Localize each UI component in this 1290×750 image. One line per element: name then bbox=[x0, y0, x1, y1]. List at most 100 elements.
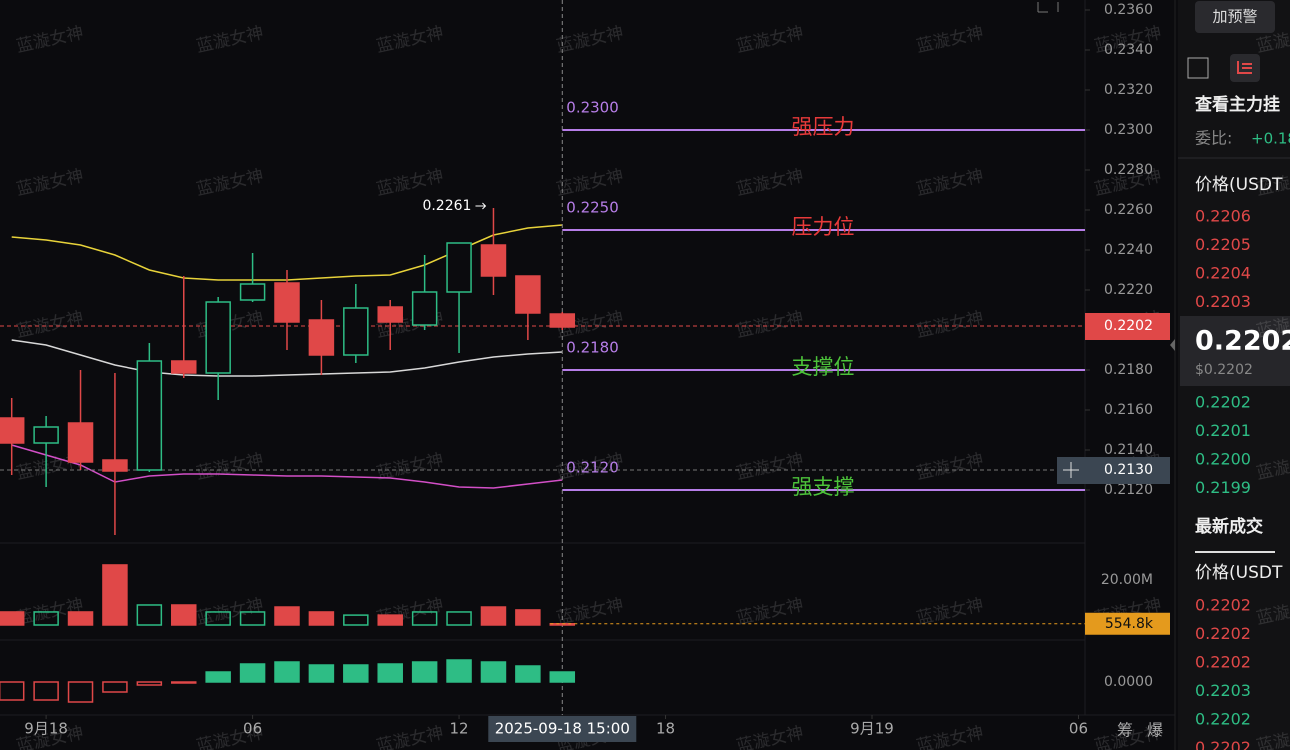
last-box bbox=[1180, 316, 1290, 386]
volume-bar bbox=[0, 611, 25, 626]
level-text: 强压力 bbox=[792, 115, 855, 139]
y-tick-label: 0.2280 bbox=[1104, 162, 1153, 178]
bid-price: 0.2201 bbox=[1195, 421, 1251, 440]
volume-bar bbox=[239, 611, 266, 626]
volume-bar bbox=[67, 611, 94, 626]
bid-price: 0.2200 bbox=[1195, 450, 1251, 469]
bottom-tab[interactable]: 筹 bbox=[1117, 721, 1133, 740]
macd-bar bbox=[377, 663, 403, 683]
macd-bar bbox=[239, 663, 266, 683]
watermark: 蓝漩女神 bbox=[195, 450, 266, 484]
candle-body bbox=[67, 422, 94, 463]
plus-icon bbox=[1063, 462, 1079, 478]
watermark: 蓝漩女神 bbox=[555, 23, 626, 57]
level-text: 支撑位 bbox=[792, 355, 855, 379]
crosshair-x-box bbox=[488, 716, 637, 742]
macd-tick-label: 0.0000 bbox=[1104, 674, 1153, 690]
y-tick-label: 0.2160 bbox=[1104, 402, 1153, 418]
macd-bar bbox=[33, 681, 59, 701]
watermark: 蓝漩女神 bbox=[195, 166, 266, 200]
price-header: 价格(USDT bbox=[1195, 175, 1283, 195]
level-value: 0.2300 bbox=[566, 99, 619, 117]
watermark: 蓝漩女神 bbox=[375, 450, 446, 484]
watermark: 蓝漩女神 bbox=[555, 166, 626, 200]
icon[interactable] bbox=[1187, 57, 1209, 79]
fullscreen-icon[interactable] bbox=[1037, 2, 1059, 13]
macd-bar bbox=[171, 681, 197, 684]
candle-body bbox=[515, 275, 541, 314]
candle-body bbox=[0, 417, 25, 444]
bottom-tab[interactable]: 爆 bbox=[1147, 721, 1163, 740]
x-tick-label: 12 bbox=[450, 720, 469, 738]
x-tick-label: 9月19 bbox=[850, 720, 894, 738]
watermark: 蓝漩女神 bbox=[915, 23, 986, 57]
vol-last-label: 554.8k bbox=[1105, 616, 1154, 632]
watermark: 蓝漩女神 bbox=[15, 166, 86, 200]
volume-bar bbox=[308, 611, 335, 626]
macd-bar bbox=[411, 661, 438, 683]
y-tick-label: 0.2260 bbox=[1104, 202, 1153, 218]
volume-bar bbox=[33, 611, 59, 626]
volume-bar bbox=[102, 564, 128, 626]
y-tick-label: 0.2140 bbox=[1104, 442, 1153, 458]
candle-body bbox=[102, 459, 128, 472]
volume-bar bbox=[171, 604, 197, 626]
y-tick-label: 0.2120 bbox=[1104, 482, 1153, 498]
max-label: 0.2261 bbox=[422, 198, 471, 214]
alert-button-label[interactable]: 加预警 bbox=[1212, 8, 1257, 26]
trades-header: 价格(USDT bbox=[1195, 563, 1283, 583]
alert-button[interactable] bbox=[1195, 1, 1275, 33]
crosshair-y-label: 0.2130 bbox=[1104, 462, 1153, 478]
macd-bar bbox=[549, 671, 576, 683]
ask-price: 0.2206 bbox=[1195, 207, 1251, 226]
ask-price: 0.2205 bbox=[1195, 235, 1251, 254]
y-tick-label: 0.2300 bbox=[1104, 122, 1153, 138]
watermark: 蓝漩女神 bbox=[915, 723, 986, 750]
watermark: 蓝漩女神 bbox=[735, 308, 806, 342]
candle-body bbox=[549, 313, 576, 328]
collapse[interactable] bbox=[1170, 339, 1175, 351]
level-text: 强支撑 bbox=[792, 475, 855, 499]
bid-price: 0.2199 bbox=[1195, 478, 1251, 497]
volume-bar bbox=[136, 604, 163, 626]
ratio-value: +0.18 bbox=[1251, 130, 1290, 148]
volume-bar bbox=[411, 611, 438, 626]
volume-bar bbox=[377, 614, 403, 626]
volume-bar bbox=[515, 609, 541, 626]
watermark: 蓝漩女神 bbox=[735, 166, 806, 200]
last-price: 0.2202 bbox=[1195, 326, 1290, 357]
y-tick-label: 0.2340 bbox=[1104, 42, 1153, 58]
vol-last-box bbox=[1085, 612, 1170, 635]
last-price-box bbox=[1085, 313, 1170, 340]
y-tick-label: 0.2220 bbox=[1104, 282, 1153, 298]
x-tick-label: 18 bbox=[656, 720, 675, 738]
candle-body bbox=[343, 307, 369, 356]
volume-bar bbox=[446, 611, 472, 626]
macd-bar bbox=[136, 681, 163, 686]
trades-title: 最新成交 bbox=[1195, 516, 1263, 537]
level-value: 0.2180 bbox=[566, 339, 619, 357]
level-text: 压力位 bbox=[792, 215, 855, 239]
vol-tick-label: 20.00M bbox=[1101, 572, 1153, 588]
ratio-label: 委比: bbox=[1195, 129, 1232, 148]
volume-bar bbox=[205, 611, 231, 626]
macd-bar bbox=[480, 661, 507, 683]
crosshair-y-box bbox=[1085, 457, 1170, 484]
volume-bar bbox=[343, 614, 369, 626]
watermark: 蓝漩女神 bbox=[915, 166, 986, 200]
level-value: 0.2120 bbox=[566, 459, 619, 477]
trade-price: 0.2202 bbox=[1195, 596, 1251, 615]
trade-price: 0.2202 bbox=[1195, 653, 1251, 672]
x-tick-label: 9月18 bbox=[24, 720, 68, 738]
trade-price: 0.2203 bbox=[1195, 681, 1251, 700]
x-tick-label: 06 bbox=[243, 720, 262, 738]
last-usd: $0.2202 bbox=[1195, 362, 1253, 378]
y-tick-label: 0.2360 bbox=[1104, 2, 1153, 18]
band-line bbox=[11, 339, 563, 377]
macd-bar bbox=[343, 664, 369, 683]
watermark: 蓝漩女神 bbox=[15, 308, 86, 342]
candle-body bbox=[308, 319, 335, 356]
crosshair-x-label: 2025-09-18 15:00 bbox=[495, 720, 630, 738]
